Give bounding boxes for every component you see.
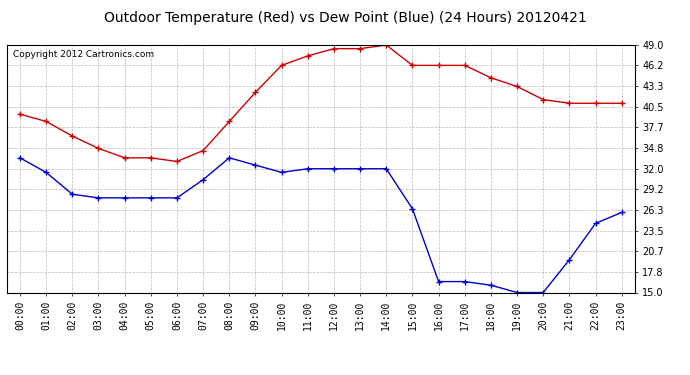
Text: Copyright 2012 Cartronics.com: Copyright 2012 Cartronics.com [13, 50, 155, 59]
Text: Outdoor Temperature (Red) vs Dew Point (Blue) (24 Hours) 20120421: Outdoor Temperature (Red) vs Dew Point (… [104, 11, 586, 25]
